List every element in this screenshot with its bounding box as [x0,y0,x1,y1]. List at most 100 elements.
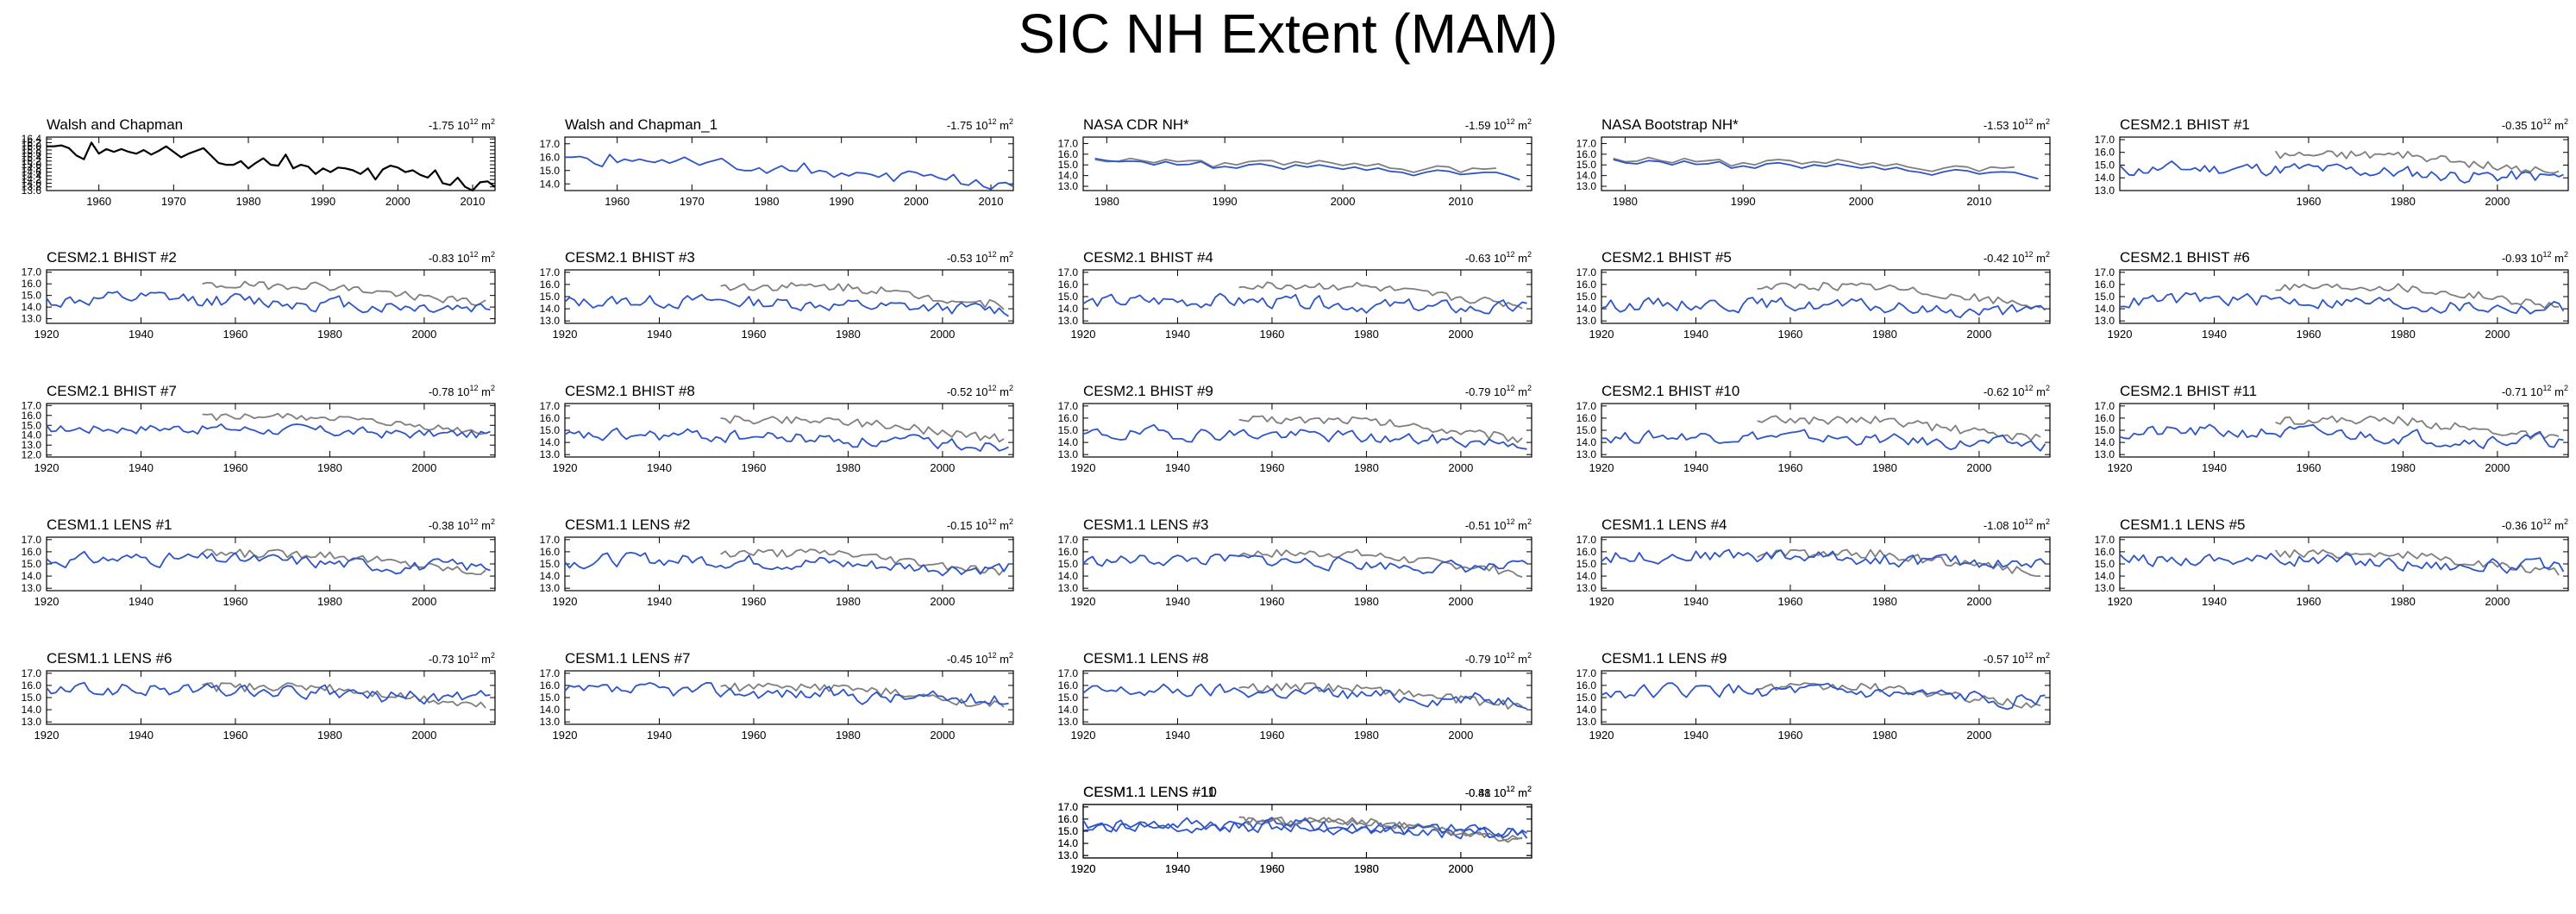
trend-label: -0.36 1012 m2 [2502,517,2568,532]
y-tick-label: 12.0 [22,449,42,461]
x-tick-label: 1960 [1777,328,1802,341]
y-tick-label: 15.0 [1576,291,1597,303]
series-line-obs [1238,548,1523,578]
panel-walsh-and-chapman-1: 17.016.0 15.014.0 1960 1970 1980 1990 2000 2010… [540,116,1014,208]
x-tick-label: 1980 [1872,595,1897,608]
series-line-obs [720,281,1005,310]
y-tick-label: 17.0 [540,400,561,412]
x-tick-label: 1940 [1683,461,1708,474]
series-line-cesm2-1-bhist-1 [2119,160,2564,184]
y-tick-label: 17.0 [1058,400,1079,412]
y-tick-label: 17.0 [2095,400,2115,412]
series-line-cesm1-1-lens-9 [1601,682,2046,711]
y-tick-label: 13.0 [1058,448,1079,460]
series-line-cesm2-1-bhist-7 [46,423,491,439]
x-tick-label: 2010 [1966,195,1991,208]
trend-label: -0.93 1012 m2 [2502,250,2568,265]
y-tick-label: 15.2 [22,155,42,167]
x-tick-label: 1920 [34,729,60,742]
y-tick-label: 15.0 [22,692,42,704]
x-tick-label: 1970 [680,195,705,208]
x-tick-label: 1920 [1589,595,1614,608]
y-tick-label: 15.0 [1058,825,1079,837]
series-line-nasa-bootstrap-nh [1613,159,2039,180]
x-tick-label: 2000 [1966,729,1991,742]
x-tick-label: 1960 [741,729,766,742]
y-tick-label: 15.0 [540,692,561,704]
series-line-cesm2-1-bhist-3 [564,293,1009,317]
y-tick-label: 14.0 [2095,172,2115,184]
panel-title: CESM1.1 LENS #2 [565,516,691,533]
series-line-cesm1-1-lens-7 [564,681,1009,705]
x-tick-label: 1940 [647,595,672,608]
x-tick-label: 1940 [1165,729,1190,742]
trend-label: -0.71 1012 m2 [2502,384,2568,398]
y-tick-label: 17.0 [22,667,42,679]
y-tick-label: 16.0 [22,141,42,153]
x-tick-label: 2000 [930,328,955,341]
y-tick-label: 14.0 [1058,837,1079,849]
y-tick-label: 14.0 [22,429,42,441]
x-tick-label: 1960 [1259,729,1284,742]
trend-label: -0.83 1012 m2 [429,250,495,265]
panel-title: CESM2.1 BHIST #8 [565,383,695,399]
x-tick-label: 1940 [2202,595,2227,608]
x-tick-label: 1960 [605,195,630,208]
x-tick-label: 2000 [2485,595,2510,608]
x-tick-label: 2000 [930,595,955,608]
x-tick-label: 1920 [34,461,60,474]
x-tick-label: 1960 [223,729,248,742]
series-line-cesm1-1-lens-5 [2119,553,2565,574]
plot-frame [564,403,1014,458]
y-tick-label: 16.0 [2095,147,2115,159]
x-tick-label: 1940 [647,328,672,341]
x-tick-label: 1920 [1071,328,1096,341]
x-tick-label: 2000 [1448,595,1473,608]
plot-frame [564,136,1014,191]
y-tick-label: 13.0 [1058,849,1079,861]
x-tick-label: 1920 [553,328,578,341]
figure-title: SIC NH Extent (MAM) [1018,3,1558,65]
series-line-obs [1757,281,2041,310]
y-tick-label: 17.0 [1058,266,1079,279]
y-tick-label: 14.0 [540,436,561,448]
y-tick-label: 14.0 [540,570,561,582]
x-tick-label: 2000 [385,195,411,208]
series-line-obs [2275,415,2560,441]
x-tick-label: 1980 [2391,461,2416,474]
series-line-obs [202,682,486,709]
panel-title: CESM1.1 LENS #11 [1083,784,1216,800]
y-tick-label: 14.0 [1576,704,1597,716]
y-tick-label: 15.0 [2095,291,2115,303]
trend-label: -1.59 1012 m2 [1465,117,1532,132]
series-line-obs [2274,548,2560,576]
trend-label: -1.75 1012 m2 [429,117,495,132]
x-tick-label: 1980 [1094,195,1119,208]
plot-frame [564,536,1014,592]
x-tick-label: 1920 [1071,862,1096,875]
series-line-cesm1-1-lens-11 [1082,817,1528,839]
x-tick-label: 1960 [1259,862,1284,875]
y-tick-label: 17.0 [1576,667,1597,679]
x-tick-label: 1980 [1354,328,1379,341]
panel-title: CESM1.1 LENS #9 [1601,650,1727,667]
trend-label: -0.38 1012 m2 [429,517,495,532]
x-tick-label: 1960 [1777,595,1802,608]
x-tick-label: 1980 [1354,862,1379,875]
y-tick-label: 13.0 [1576,180,1597,192]
x-tick-label: 1980 [1872,729,1897,742]
y-tick-label: 16.0 [540,679,561,692]
y-tick-label: 16.2 [22,136,42,148]
y-tick-label: 13.8 [22,181,42,193]
y-tick-label: 15.0 [1058,424,1079,436]
y-tick-label: 14.6 [22,166,42,178]
y-tick-label: 14.0 [1058,303,1079,315]
